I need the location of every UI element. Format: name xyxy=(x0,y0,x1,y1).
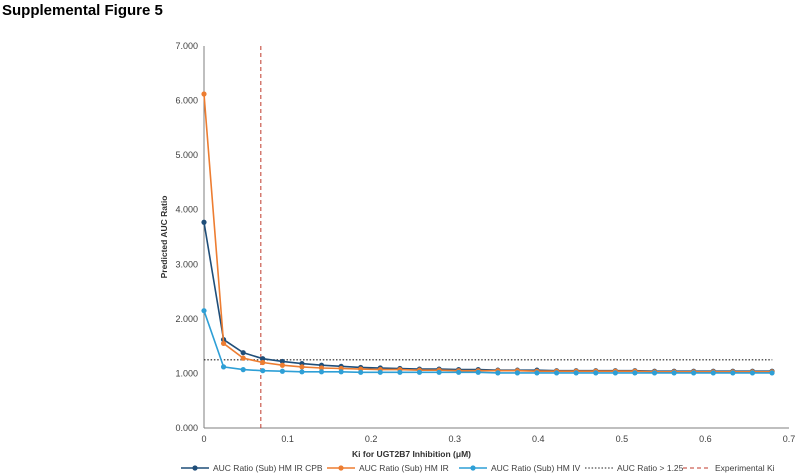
data-point xyxy=(279,368,285,374)
series-line xyxy=(203,93,772,373)
data-point xyxy=(730,370,736,376)
data-point xyxy=(397,369,403,375)
data-point xyxy=(240,367,246,373)
data-point xyxy=(632,370,638,376)
data-point xyxy=(299,369,305,375)
data-point xyxy=(514,370,520,376)
x-tick-label: 0.4 xyxy=(532,434,545,444)
data-point xyxy=(279,362,285,368)
data-point xyxy=(416,369,423,375)
legend-label: AUC Ratio (Sub) HM IR CPB xyxy=(213,463,323,473)
data-point xyxy=(534,370,540,376)
y-axis-label: Predicted AUC Ratio xyxy=(159,196,169,279)
series-line xyxy=(203,222,772,373)
axis-labels: Ki for UGT2B7 Inhibition (μM) Predicted A… xyxy=(159,196,471,459)
legend-label: AUC Ratio (Sub) HM IV xyxy=(491,463,581,473)
y-tick-label: 0.000 xyxy=(175,423,198,433)
data-point xyxy=(220,340,227,347)
data-point xyxy=(240,350,246,356)
x-tick-label: 0.1 xyxy=(281,434,294,444)
x-tick-label: 0.5 xyxy=(616,434,629,444)
data-point xyxy=(553,370,560,376)
data-point xyxy=(573,370,579,376)
x-tick-label: 0.6 xyxy=(699,434,712,444)
y-tick-label: 7.000 xyxy=(175,41,198,51)
data-point xyxy=(201,219,207,225)
legend-label: AUC Ratio (Sub) HM IR xyxy=(359,463,449,473)
figure-title: Supplemental Figure 5 xyxy=(2,2,163,19)
data-point xyxy=(436,369,442,375)
legend-item: Experimental Ki xyxy=(683,463,775,473)
y-tick-label: 1.000 xyxy=(175,368,198,378)
data-point xyxy=(671,370,677,376)
series-3 xyxy=(201,308,775,376)
y-tick-label: 6.000 xyxy=(175,96,198,106)
series-1 xyxy=(201,219,775,374)
axes xyxy=(203,46,789,429)
y-tick-label: 4.000 xyxy=(175,205,198,215)
data-point xyxy=(749,370,756,376)
data-point xyxy=(710,370,716,376)
series-2 xyxy=(201,91,775,375)
data-point xyxy=(612,370,618,376)
tick-labels: 0.000 1.000 2.000 3.000 4.000 5.000 6.000 7.000… xyxy=(175,41,795,444)
x-tick-label: 0 xyxy=(201,434,206,444)
data-point xyxy=(456,369,462,375)
data-point xyxy=(495,370,501,376)
x-tick-label: 0.7 xyxy=(783,434,796,444)
data-point xyxy=(260,359,266,366)
data-point xyxy=(651,370,658,376)
data-point xyxy=(318,365,325,371)
data-point xyxy=(338,369,344,375)
legend-label: Experimental Ki xyxy=(715,463,775,473)
y-tick-label: 3.000 xyxy=(175,259,198,269)
data-point xyxy=(260,368,266,374)
legend-item: AUC Ratio (Sub) HM IR xyxy=(327,463,449,473)
legend-label: AUC Ratio > 1.25 xyxy=(617,463,684,473)
data-point xyxy=(201,91,207,97)
data-point xyxy=(318,369,325,375)
legend-swatch-marker xyxy=(338,465,344,471)
series-line xyxy=(203,310,772,374)
data-point xyxy=(240,355,246,361)
data-point xyxy=(260,356,266,362)
data-point xyxy=(299,364,305,370)
legend: AUC Ratio (Sub) HM IR CPB AUC Ratio (Sub)… xyxy=(181,463,775,473)
data-point xyxy=(769,370,775,376)
series-group xyxy=(201,91,775,376)
data-point xyxy=(475,369,481,375)
x-tick-label: 0.3 xyxy=(448,434,461,444)
data-point xyxy=(377,369,383,375)
legend-item: AUC Ratio (Sub) HM IV xyxy=(459,463,581,473)
legend-item: AUC Ratio (Sub) HM IR CPB xyxy=(181,463,323,473)
data-point xyxy=(358,369,364,375)
data-point xyxy=(593,370,599,376)
x-axis-label: Ki for UGT2B7 Inhibition (μM) xyxy=(352,449,471,459)
data-point xyxy=(279,358,285,365)
legend-swatch-marker xyxy=(192,465,198,471)
legend-swatch-marker xyxy=(470,465,476,471)
data-point xyxy=(220,364,227,370)
legend-item: AUC Ratio > 1.25 xyxy=(585,463,684,473)
data-point xyxy=(691,370,697,376)
reference-lines xyxy=(204,46,773,428)
y-tick-label: 5.000 xyxy=(175,150,198,160)
x-tick-label: 0.2 xyxy=(365,434,378,444)
y-tick-label: 2.000 xyxy=(175,314,198,324)
data-point xyxy=(201,308,207,314)
